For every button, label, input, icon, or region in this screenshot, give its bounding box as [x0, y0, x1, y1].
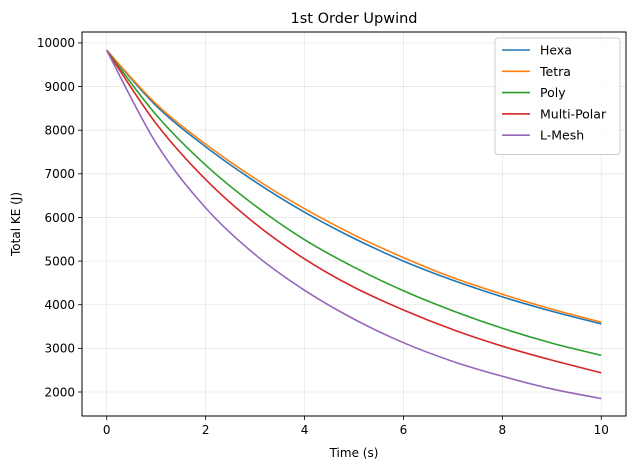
- legend-box: [494, 37, 621, 155]
- chart-title: 1st Order Upwind: [291, 11, 418, 27]
- legend-label: Multi-Polar: [540, 106, 607, 121]
- y-tick-label: 10000: [37, 36, 75, 50]
- x-axis-title: Time (s): [329, 446, 379, 460]
- plot-frame: [81, 31, 627, 417]
- y-axis-title: Total KE (J): [9, 192, 23, 257]
- series-lines: [106, 49, 602, 400]
- y-tick-label: 9000: [44, 80, 75, 94]
- axis-ticks: 0 2 4 6 8 10 2000 3000 4000 5000 6000 7000 8000 9000 1…: [37, 36, 609, 437]
- x-tick-label: 10: [594, 423, 609, 437]
- legend: Hexa Tetra Poly Multi-Polar L-Mesh: [494, 37, 621, 155]
- y-tick-label: 7000: [44, 167, 75, 181]
- y-tick-label: 8000: [44, 123, 75, 137]
- y-tick-label: 2000: [44, 385, 75, 399]
- legend-label: Poly: [540, 85, 566, 100]
- series-line-hexa: [106, 49, 602, 325]
- series-line-multi-polar: [106, 49, 602, 374]
- x-tick-label: 6: [400, 423, 408, 437]
- series-line-tetra: [106, 49, 602, 323]
- y-tick-label: 4000: [44, 298, 75, 312]
- series-line-poly: [106, 49, 602, 357]
- series-line-l-mesh: [106, 49, 602, 400]
- legend-label: L-Mesh: [540, 128, 584, 143]
- x-tick-label: 0: [103, 423, 111, 437]
- x-tick-label: 4: [301, 423, 309, 437]
- y-tick-label: 6000: [44, 211, 75, 225]
- legend-label: Hexa: [540, 43, 572, 58]
- y-tick-label: 3000: [44, 342, 75, 356]
- legend-label: Tetra: [539, 64, 571, 79]
- x-tick-label: 8: [499, 423, 507, 437]
- y-tick-label: 5000: [44, 254, 75, 268]
- x-tick-label: 2: [202, 423, 210, 437]
